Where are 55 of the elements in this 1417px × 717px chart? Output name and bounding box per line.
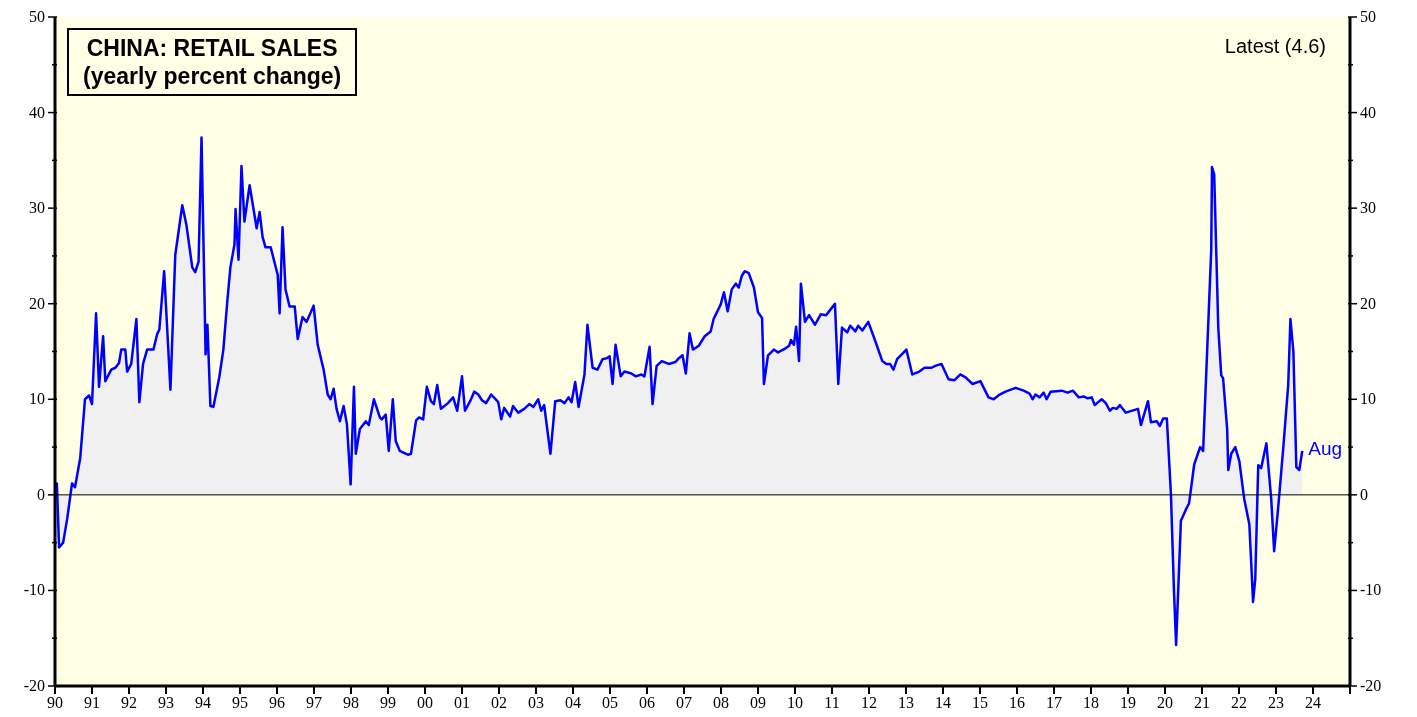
y2-tick-label: 30 [1360,199,1376,217]
x-tick-label: 17 [1046,694,1062,711]
x-tick-label: 10 [787,694,803,711]
x-tick-label: 03 [528,694,544,711]
x-tick-label: 90 [47,694,63,711]
y-tick-label: -20 [23,677,45,694]
x-tick-label: 02 [491,694,507,711]
x-tick-label: 13 [898,694,914,711]
y2-tick-label: 50 [1360,8,1376,25]
x-tick-label: 16 [1009,694,1025,711]
y-tick-label: 20 [29,294,45,312]
x-tick-label: 95 [232,694,248,711]
x-tick-label: 12 [861,694,877,711]
x-tick-label: 07 [676,694,692,711]
y2-tick-label: 40 [1360,103,1376,121]
x-tick-label: 19 [1120,694,1136,711]
y-tick-label: 30 [29,199,45,217]
x-tick-label: 08 [713,694,729,711]
x-tick-label: 23 [1268,694,1284,711]
y2-tick-label: 0 [1360,485,1368,503]
annotation: Latest (4.6) [1224,35,1326,58]
y-tick-label: 50 [29,8,45,25]
y2-tick-label: 20 [1360,294,1376,312]
x-tick-label: 96 [269,694,285,711]
x-tick-label: 14 [935,694,951,711]
y-tick-label: 0 [37,485,45,503]
x-tick-label: 93 [158,694,174,711]
text: CHINA: RETAIL SALES [85,34,339,62]
x-tick-label: 21 [1194,694,1210,711]
text: (yearly percent change) [83,62,342,90]
x-tick-label: 11 [824,694,840,711]
y2-tick-label: -10 [1360,581,1382,599]
y2-tick-label: -20 [1360,677,1382,694]
x-tick-label: 91 [84,694,100,711]
x-tick-label: 94 [195,694,211,711]
x-tick-label: 92 [121,694,137,711]
annotation: Aug [1308,437,1343,460]
x-tick-label: 15 [972,694,988,711]
x-tick-label: 98 [343,694,359,711]
y-tick-label: -10 [23,581,45,599]
x-tick-label: 06 [639,694,655,711]
x-tick-label: 20 [1157,694,1173,711]
x-tick-label: 05 [602,694,618,711]
x-tick-label: 24 [1305,694,1321,711]
x-tick-label: 18 [1083,694,1099,711]
x-tick-label: 22 [1231,694,1247,711]
x-tick-label: 97 [306,694,322,711]
y-tick-label: 10 [29,390,45,408]
x-tick-label: 04 [565,694,581,711]
y2-tick-label: 10 [1360,390,1376,408]
x-tick-label: 00 [417,694,433,711]
x-tick-label: 01 [454,694,470,711]
x-tick-label: 09 [750,694,766,711]
x-tick-label: 99 [380,694,396,711]
y-tick-label: 40 [29,103,45,121]
